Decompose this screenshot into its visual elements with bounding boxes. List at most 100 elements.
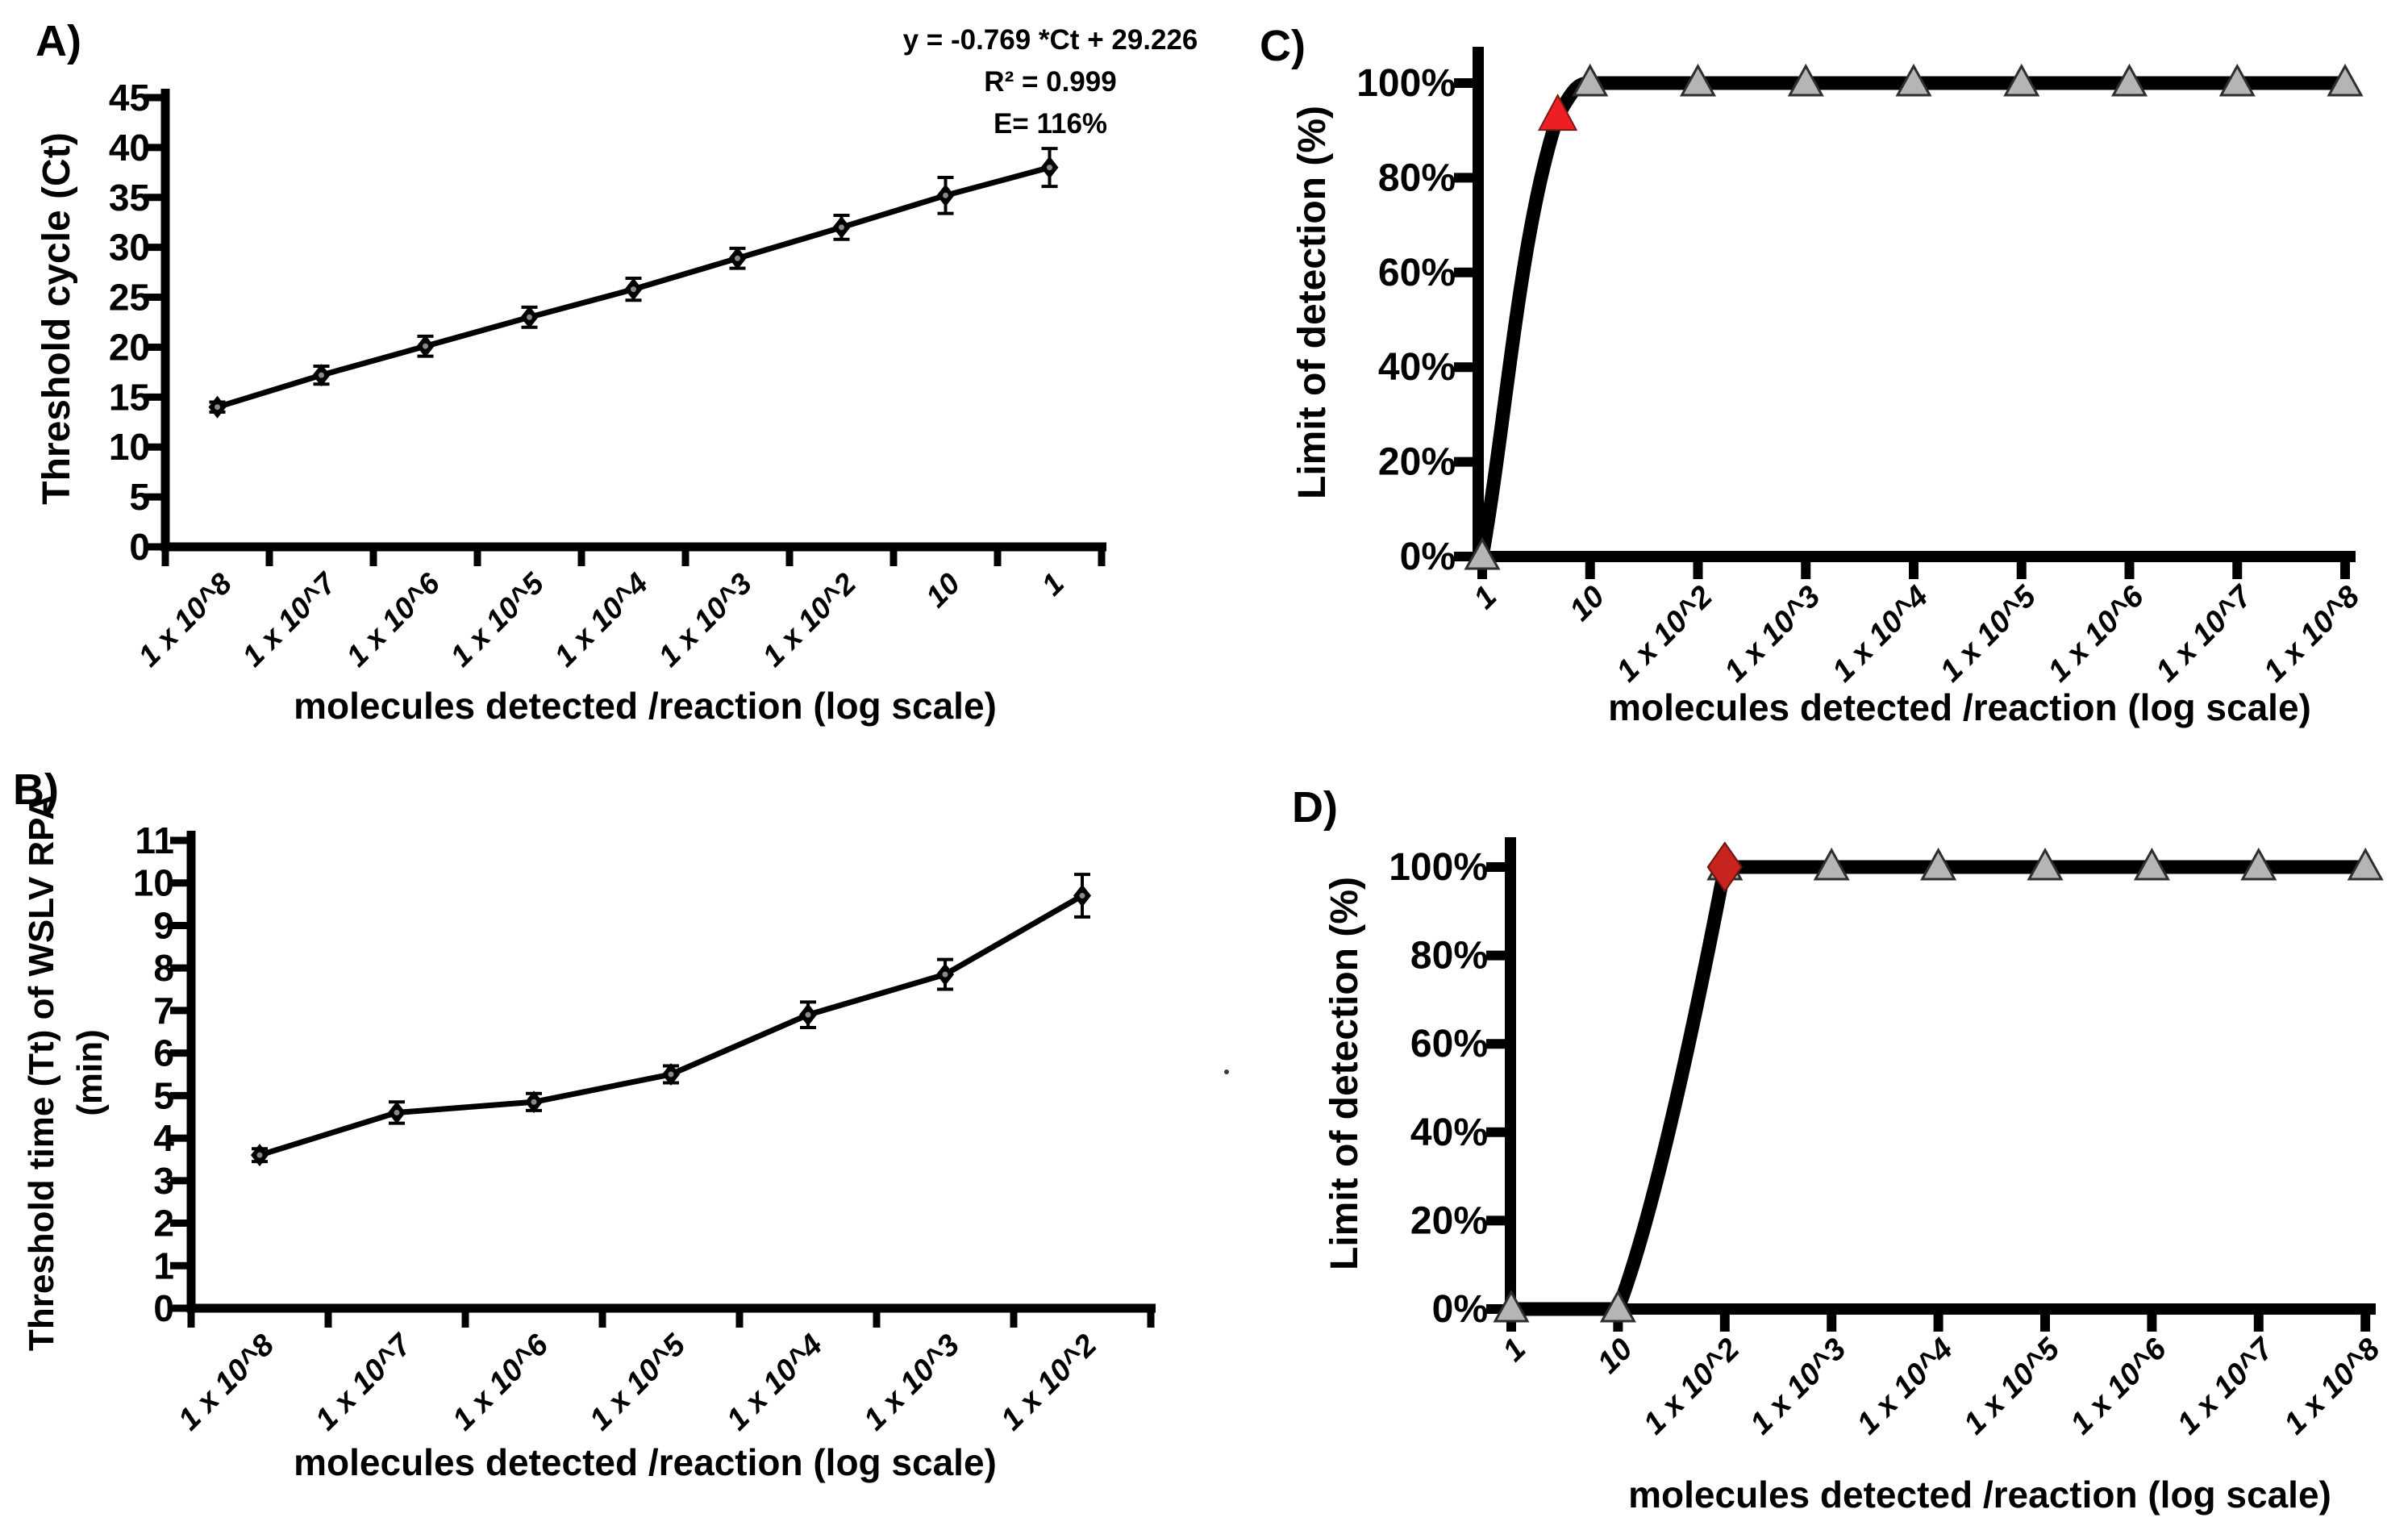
x-tick-label: 1 x 10^5 bbox=[1957, 1332, 2067, 1441]
marker-center-dot bbox=[668, 1071, 674, 1078]
gray-triangle-marker bbox=[1895, 63, 1932, 97]
x-tick-label: 1 bbox=[1497, 1332, 1533, 1369]
x-tick-label: 10 bbox=[919, 566, 966, 613]
x-tick-label: 1 bbox=[1035, 567, 1071, 602]
y-tick-label: 3 bbox=[153, 1160, 174, 1202]
x-tick-label: 1 x 10^5 bbox=[444, 566, 552, 673]
y-tick-label: 30 bbox=[109, 227, 150, 269]
y-tick-label: 20% bbox=[1410, 1199, 1488, 1242]
y-tick-label: 6 bbox=[153, 1032, 174, 1074]
series-line bbox=[1475, 76, 2345, 558]
y-tick-label: 100% bbox=[1389, 846, 1488, 889]
y-axis-title-a: Threshold cycle (Ct) bbox=[35, 132, 78, 505]
gray-triangle-marker bbox=[1787, 63, 1824, 97]
panel-label-c: C) bbox=[1260, 22, 1306, 70]
y-tick-label: 0 bbox=[129, 526, 150, 568]
y-tick-label: 7 bbox=[153, 990, 174, 1032]
x-tick-label: 1 x 10^8 bbox=[172, 1328, 281, 1437]
x-tick-label: 1 x 10^8 bbox=[132, 566, 239, 673]
x-tick-label: 1 x 10^5 bbox=[1934, 579, 2043, 689]
series-line bbox=[1511, 860, 2366, 1316]
y-tick-label: 0 bbox=[153, 1287, 174, 1329]
y-tick-label: 10 bbox=[133, 862, 174, 904]
y-axis-title-c: Limit of detection (%) bbox=[1290, 106, 1334, 499]
x-tick-label: 1 x 10^4 bbox=[1826, 580, 1935, 689]
y-tick-label: 15 bbox=[109, 376, 150, 418]
y-axis-title-b-line1: Threshold time (Tt) of WSLV RPA bbox=[22, 794, 61, 1352]
y-tick-label: 60% bbox=[1410, 1023, 1488, 1065]
marker-center-dot bbox=[1079, 893, 1085, 899]
gray-triangle-marker bbox=[2327, 63, 2364, 97]
x-tick-label: 1 bbox=[1468, 580, 1504, 616]
y-tick-label: 20% bbox=[1378, 441, 1456, 484]
x-tick-label: 1 x 10^4 bbox=[548, 567, 655, 673]
series-line bbox=[258, 893, 1084, 1158]
x-tick-label: 1 x 10^7 bbox=[2171, 1331, 2281, 1441]
stray-dot bbox=[1224, 1069, 1229, 1074]
gray-triangle-marker bbox=[1572, 63, 1609, 97]
y-tick-label: 40 bbox=[109, 127, 150, 169]
x-tick-label: 1 x 10^8 bbox=[2257, 579, 2367, 689]
x-tick-label: 1 x 10^6 bbox=[340, 566, 447, 673]
y-tick-label: 11 bbox=[135, 819, 174, 861]
x-tick-label: 1 x 10^7 bbox=[236, 565, 344, 673]
gray-triangle-marker bbox=[2240, 847, 2277, 881]
x-tick-label: 1 x 10^3 bbox=[1719, 580, 1827, 689]
marker-center-dot bbox=[256, 1152, 263, 1158]
regression-r-squared: R² = 0.999 bbox=[984, 66, 1117, 98]
gray-triangle-marker bbox=[1679, 63, 1717, 97]
y-tick-label: 40% bbox=[1410, 1111, 1488, 1154]
x-tick-label: 1 x 10^3 bbox=[652, 566, 759, 673]
marker-center-dot bbox=[942, 971, 948, 978]
x-axis-title-a: molecules detected /reaction (log scale) bbox=[294, 685, 997, 727]
y-tick-label: 25 bbox=[109, 277, 150, 319]
x-tick-label: 1 x 10^5 bbox=[583, 1328, 693, 1437]
y-tick-label: 9 bbox=[153, 904, 174, 946]
y-tick-label: 10 bbox=[109, 426, 150, 468]
y-tick-label: 8 bbox=[153, 947, 174, 989]
gray-triangle-marker bbox=[2027, 847, 2064, 881]
panel-label-a: A) bbox=[35, 17, 81, 65]
regression-annotation: y = -0.769 *Ct + 29.226 R² = 0.999 E= 11… bbox=[843, 19, 1258, 145]
y-tick-label: 80% bbox=[1378, 156, 1456, 199]
x-tick-label: 1 x 10^6 bbox=[446, 1328, 556, 1437]
y-tick-label: 4 bbox=[153, 1117, 174, 1159]
y-axis-title-b-line2: (min) bbox=[70, 1029, 110, 1116]
gray-triangle-marker bbox=[2218, 63, 2256, 97]
x-tick-label: 1 x 10^6 bbox=[2042, 579, 2152, 689]
lod-red-diamond-marker bbox=[1706, 841, 1744, 893]
x-tick-label: 1 x 10^2 bbox=[1637, 1332, 1746, 1441]
x-tick-label: 1 x 10^4 bbox=[720, 1328, 829, 1437]
marker-center-dot bbox=[943, 192, 948, 198]
y-tick-label: 35 bbox=[109, 177, 150, 219]
y-tick-label: 60% bbox=[1378, 252, 1456, 294]
marker-center-dot bbox=[215, 404, 220, 411]
marker-center-dot bbox=[805, 1011, 811, 1018]
gray-triangle-marker bbox=[2110, 63, 2148, 97]
marker-center-dot bbox=[631, 286, 636, 293]
y-tick-label: 80% bbox=[1410, 935, 1488, 978]
marker-center-dot bbox=[527, 314, 532, 320]
y-tick-label: 0% bbox=[1432, 1288, 1488, 1331]
y-tick-label: 20 bbox=[109, 326, 150, 368]
panel-label-b: B) bbox=[13, 765, 59, 814]
marker-center-dot bbox=[531, 1099, 537, 1105]
x-tick-label: 10 bbox=[1564, 580, 1612, 628]
x-tick-label: 1 x 10^7 bbox=[309, 1327, 419, 1436]
y-tick-label: 45 bbox=[109, 77, 150, 119]
x-axis-title-c: molecules detected /reaction (log scale) bbox=[1608, 686, 2311, 728]
marker-center-dot bbox=[735, 255, 740, 261]
x-axis-title-d: molecules detected /reaction (log scale) bbox=[1628, 1474, 2331, 1516]
gray-triangle-marker bbox=[2347, 847, 2384, 881]
y-tick-label: 1 bbox=[153, 1245, 174, 1286]
y-tick-label: 100% bbox=[1356, 62, 1456, 105]
marker-center-dot bbox=[394, 1109, 400, 1115]
y-tick-label: 5 bbox=[153, 1074, 174, 1116]
y-tick-label: 0% bbox=[1400, 536, 1456, 578]
marker-center-dot bbox=[1047, 165, 1052, 171]
x-tick-label: 1 x 10^3 bbox=[857, 1328, 966, 1437]
gray-triangle-marker bbox=[1920, 847, 1957, 881]
x-tick-label: 1 x 10^3 bbox=[1744, 1332, 1853, 1441]
panel-label-d: D) bbox=[1292, 783, 1338, 832]
